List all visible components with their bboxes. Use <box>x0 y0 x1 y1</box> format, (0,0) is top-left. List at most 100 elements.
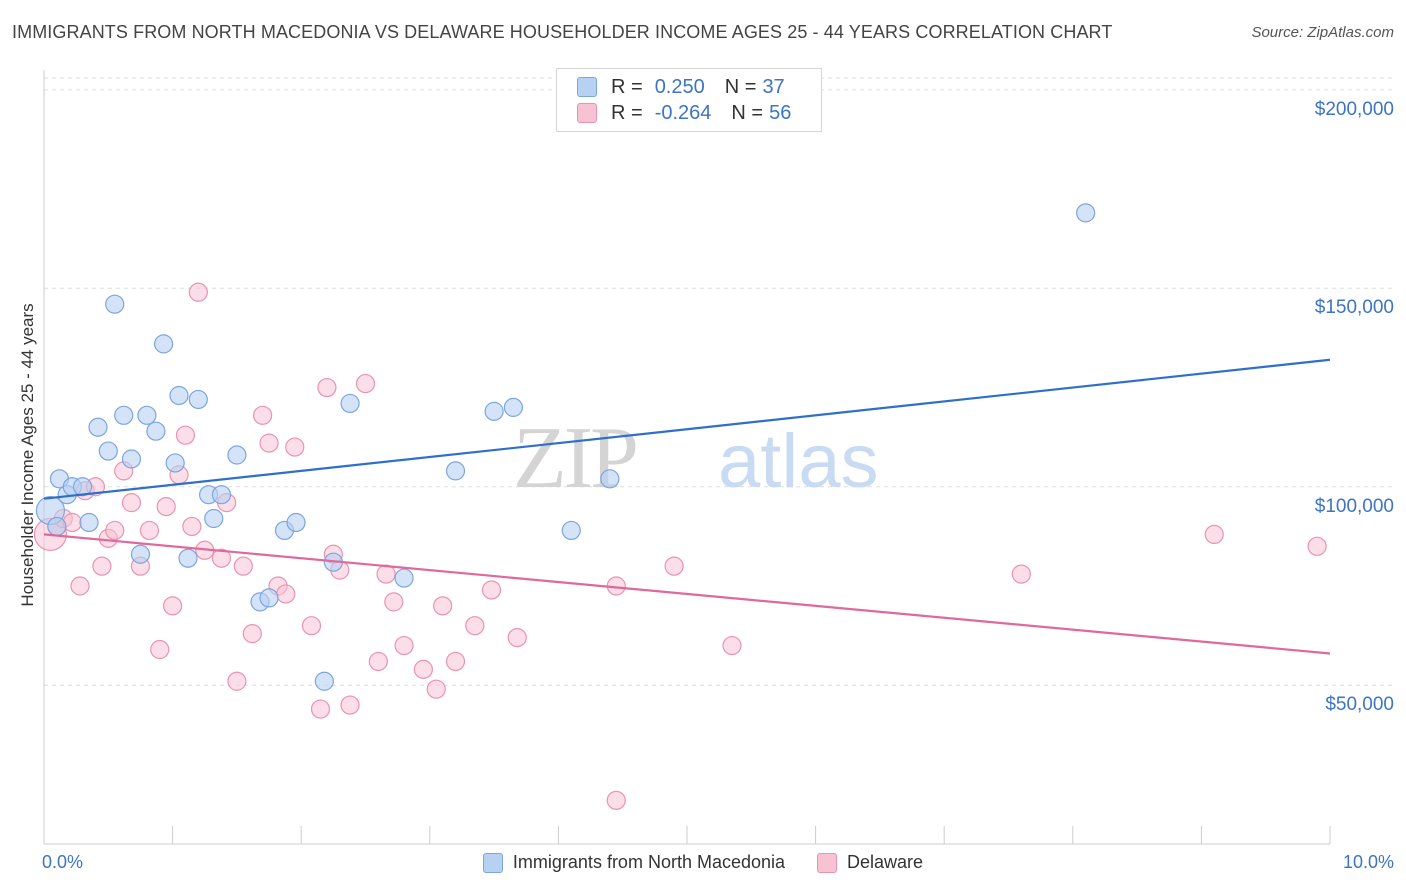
watermark-atlas: atlas <box>718 419 879 504</box>
delaware-point <box>722 635 742 656</box>
r-label: R = <box>611 101 643 124</box>
delaware-point <box>253 405 273 425</box>
delaware-point <box>301 616 322 636</box>
delaware-point <box>1307 536 1327 556</box>
legend-label: Immigrants from North Macedonia <box>512 852 786 872</box>
x-tick-label-max: 10.0% <box>1342 852 1394 872</box>
delaware-point <box>310 699 331 719</box>
north-macedonia-point <box>259 588 279 608</box>
n-label: N = <box>724 75 757 98</box>
delaware-point <box>92 556 112 576</box>
delaware-point <box>445 651 466 672</box>
delaware-point <box>355 373 376 394</box>
north-macedonia-point <box>105 294 125 314</box>
pink-swatch-icon <box>817 852 838 873</box>
delaware-point <box>317 377 337 398</box>
delaware-point <box>188 282 208 302</box>
north-macedonia-point <box>445 461 466 481</box>
delaware-point <box>227 671 247 691</box>
legend-item-delaware: Delaware <box>817 852 923 873</box>
north-macedonia-point <box>484 401 504 421</box>
delaware-point <box>182 516 202 537</box>
delaware-point <box>426 679 446 699</box>
delaware-trend-line <box>43 533 1331 655</box>
north-macedonia-point <box>79 512 99 533</box>
n-value: 37 <box>762 75 785 98</box>
north-macedonia-point <box>47 516 67 537</box>
north-macedonia-point <box>314 671 334 691</box>
delaware-point <box>259 433 279 453</box>
delaware-point <box>465 616 485 636</box>
pink-swatch-icon <box>577 103 597 123</box>
north-macedonia-trend-line <box>43 358 1331 500</box>
delaware-point <box>211 548 232 568</box>
delaware-point <box>139 520 160 541</box>
delaware-point <box>285 437 305 457</box>
blue-swatch-icon <box>577 77 597 97</box>
delaware-point <box>413 659 433 679</box>
north-macedonia-points <box>35 203 1096 691</box>
north-macedonia-point <box>600 469 620 489</box>
chart-title: IMMIGRANTS FROM NORTH MACEDONIA VS DELAW… <box>12 22 1113 42</box>
delaware-point <box>233 556 253 576</box>
delaware-point <box>163 596 183 616</box>
delaware-point <box>368 651 388 672</box>
delaware-point <box>150 639 170 660</box>
north-macedonia-point <box>340 393 360 414</box>
axes <box>43 70 1331 845</box>
delaware-point <box>481 580 502 600</box>
n-value: 56 <box>769 101 792 124</box>
stats-legend: R = 0.250 N = 37 R = -0.264 N = 56 <box>556 68 822 132</box>
north-macedonia-point <box>72 477 93 497</box>
blue-swatch-icon <box>482 852 503 873</box>
delaware-point <box>276 584 296 604</box>
stats-legend-row-pink: R = -0.264 N = 56 <box>577 101 791 125</box>
delaware-point <box>1011 564 1031 584</box>
north-macedonia-point <box>561 520 581 541</box>
series-legend: Immigrants from North Macedonia Delaware <box>0 852 1406 873</box>
delaware-point <box>376 564 396 584</box>
y-tick-label: $200,000 <box>1314 98 1394 120</box>
north-macedonia-point <box>98 441 118 461</box>
delaware-point <box>175 425 196 445</box>
north-macedonia-point <box>169 385 189 406</box>
north-macedonia-point <box>1076 203 1096 223</box>
r-value: -0.264 <box>654 101 712 124</box>
r-label: R = <box>611 75 643 98</box>
source-label: Source: ZipAtlas.com <box>1251 24 1394 41</box>
north-macedonia-point <box>153 334 174 354</box>
north-macedonia-point <box>188 389 208 410</box>
north-macedonia-point <box>503 397 523 417</box>
y-tick-label: $50,000 <box>1325 694 1394 716</box>
delaware-point <box>606 790 626 810</box>
north-macedonia-point <box>137 405 157 425</box>
r-value: 0.250 <box>654 75 705 98</box>
grid-lines <box>44 77 1395 686</box>
x-tick-label-min: 0.0% <box>42 852 84 872</box>
delaware-point <box>384 592 404 612</box>
north-macedonia-point <box>146 421 166 441</box>
delaware-point <box>1204 524 1224 545</box>
delaware-point <box>340 695 360 715</box>
delaware-point <box>394 635 414 656</box>
legend-item-north-macedonia: Immigrants from North Macedonia <box>482 852 786 873</box>
delaware-point <box>507 627 527 648</box>
y-axis-label: Householder Income Ages 25 - 44 years <box>18 303 37 607</box>
delaware-point <box>121 493 142 513</box>
north-macedonia-point <box>178 548 198 568</box>
delaware-point <box>156 497 176 517</box>
legend-label: Delaware <box>847 852 924 872</box>
delaware-point <box>105 520 125 541</box>
north-macedonia-point <box>165 453 185 473</box>
n-label: N = <box>731 101 764 124</box>
stats-legend-row-blue: R = 0.250 N = 37 <box>577 75 785 99</box>
north-macedonia-point <box>394 568 414 588</box>
north-macedonia-point <box>114 405 134 425</box>
trend-lines <box>43 358 1331 655</box>
delaware-point <box>433 596 453 616</box>
north-macedonia-point <box>227 445 247 465</box>
north-macedonia-point <box>211 485 232 505</box>
north-macedonia-point <box>286 512 306 533</box>
watermark-zip: ZIP <box>513 410 636 507</box>
